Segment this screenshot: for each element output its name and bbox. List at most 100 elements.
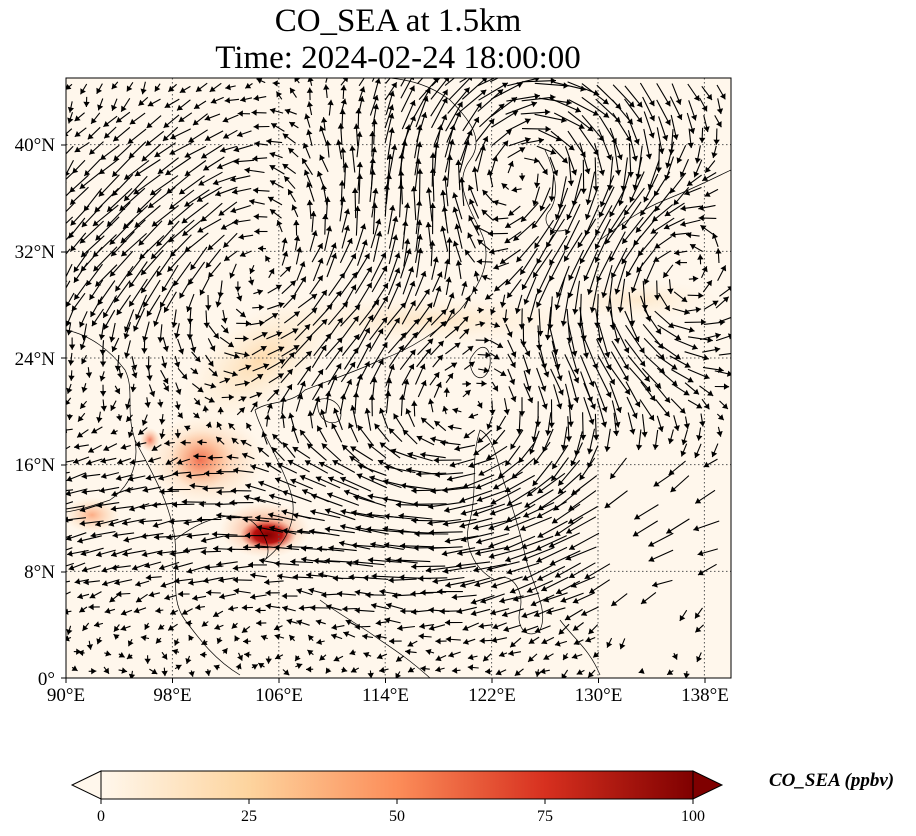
wind-vector-head (315, 619, 322, 626)
wind-vector-shaft (581, 96, 610, 119)
wind-vector-head (363, 652, 370, 658)
wind-vector-head (505, 129, 512, 136)
wind-vector-head (532, 222, 538, 229)
wind-vector-shaft (147, 186, 176, 209)
wind-vector-head (116, 309, 123, 316)
wind-vector-head (254, 228, 260, 235)
wind-vector-head (680, 220, 686, 227)
wind-vector-shaft (413, 186, 417, 221)
wind-vector-head (416, 141, 423, 148)
wind-vector-head (268, 196, 275, 203)
wind-vector-head (103, 667, 109, 674)
wind-vector-shaft (567, 341, 579, 375)
wind-vector-head (428, 624, 435, 631)
wind-vector-head (211, 370, 218, 377)
wind-vector-head (261, 332, 268, 338)
wind-vector-head (359, 86, 366, 93)
wind-vector-head (483, 65, 489, 71)
wind-vector-head (405, 408, 412, 415)
wind-vector-head (91, 427, 98, 434)
wind-vector-head (679, 407, 686, 414)
wind-vector-head (267, 512, 274, 519)
wind-vector-head (524, 350, 531, 357)
wind-vector-head (577, 241, 584, 248)
wind-vector-shaft (459, 577, 491, 587)
wind-vector-head (293, 220, 300, 226)
wind-vector-head (720, 93, 726, 100)
wind-vector-head (200, 548, 206, 556)
wind-vector-shaft (586, 171, 596, 206)
wind-vector-head (235, 663, 242, 670)
wind-vector-shaft (611, 247, 628, 279)
wind-vector-shaft (595, 309, 602, 343)
wind-vector-head (204, 115, 211, 121)
wind-vector-head (86, 644, 93, 650)
wind-vector-shaft (591, 279, 599, 313)
wind-vector-head (506, 331, 513, 338)
wind-vector-head (454, 445, 461, 452)
wind-vector-head (388, 577, 394, 584)
wind-vector-head (676, 113, 683, 120)
wind-vector-head (570, 582, 577, 588)
wind-vector-head (333, 655, 340, 662)
wind-vector-head (707, 390, 714, 396)
wind-vector-head (356, 131, 363, 137)
wind-vector-head (203, 164, 210, 171)
wind-vector-head (317, 425, 323, 432)
wind-vector-head (213, 545, 219, 552)
wind-vector-head (200, 536, 207, 544)
wind-vector-shaft (555, 187, 569, 220)
wind-vector-head (412, 332, 418, 339)
wind-vector-shaft (621, 235, 642, 265)
wind-vector-shaft (619, 278, 626, 313)
wind-vector-head (215, 190, 222, 197)
wind-vector-shaft (523, 502, 555, 518)
wind-vector-head (139, 503, 146, 510)
wind-vector-head (317, 243, 323, 250)
wind-vector-head (319, 154, 326, 161)
wind-vector-head (66, 490, 72, 497)
y-tick-label: 24°N (15, 349, 56, 370)
wind-vector-head (521, 543, 528, 550)
wind-vector-head (408, 363, 415, 370)
wind-vector-head (654, 205, 661, 212)
wind-vector-head (171, 322, 178, 328)
wind-vector-head (657, 426, 664, 432)
wind-vector-head (258, 245, 264, 252)
wind-vector-head (409, 280, 416, 287)
wind-vector-shaft (563, 232, 583, 262)
wind-vector-head (507, 292, 513, 299)
wind-vector-shaft (441, 547, 476, 555)
wind-vector-head (683, 673, 690, 678)
wind-vector-head (326, 304, 333, 311)
wind-vector-head (555, 572, 561, 578)
wind-vector-head (380, 252, 387, 259)
wind-vector-head (228, 423, 235, 429)
wind-vector-shaft (444, 175, 449, 207)
wind-vector-head (464, 139, 471, 146)
wind-vector-head (416, 200, 423, 206)
wind-vector-head (683, 423, 690, 429)
wind-vector-head (307, 410, 314, 417)
wind-vector-head (298, 604, 305, 611)
wind-vector-head (713, 139, 720, 145)
wind-vector-head (316, 545, 323, 553)
wind-vector-head (502, 317, 509, 324)
wind-vector-head (426, 302, 433, 309)
wind-vector-head (350, 284, 357, 291)
wind-vector-head (141, 348, 148, 354)
wind-vector-shaft (457, 547, 491, 555)
wind-vector-head (400, 482, 407, 489)
wind-vector-head (138, 239, 145, 246)
wind-vector-head (670, 231, 676, 238)
wind-vector-head (85, 372, 93, 378)
wind-vector-head (364, 253, 370, 260)
wind-vector-head (353, 559, 359, 566)
wind-vector-head (424, 289, 430, 295)
wind-vector-head (284, 176, 290, 183)
wind-vector-head (473, 449, 480, 456)
wind-vector-head (193, 412, 200, 419)
wind-vector-shaft (492, 82, 523, 99)
wind-vector-head (440, 189, 447, 196)
wind-vector-head (667, 288, 674, 294)
